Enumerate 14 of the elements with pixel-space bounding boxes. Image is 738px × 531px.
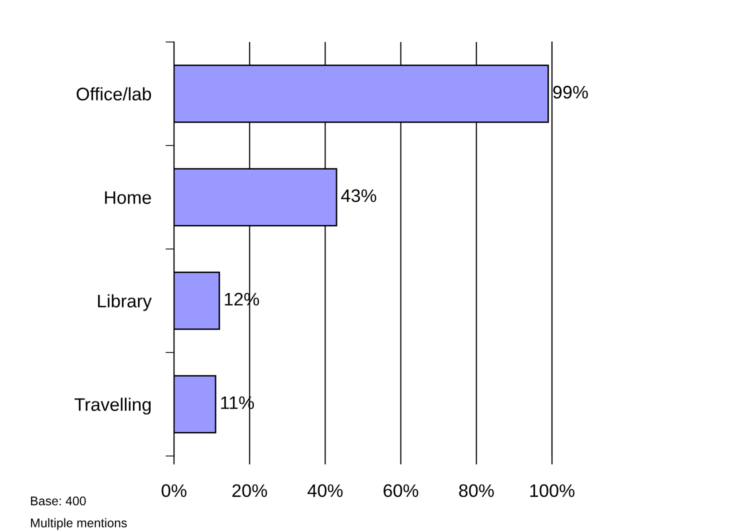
x-tick-label: 40% xyxy=(308,484,343,498)
text: Base: 400 xyxy=(31,496,86,506)
text: Multiple mentions xyxy=(31,518,127,530)
x-tick-label: 60% xyxy=(384,484,418,498)
x-tick-label: 80% xyxy=(459,484,494,498)
x-tick-label: 100% xyxy=(530,484,574,498)
x-tick-label: 0% xyxy=(162,484,186,498)
x-tick-label: 20% xyxy=(232,484,268,498)
data-label: 99% xyxy=(553,86,588,99)
data-label: 43% xyxy=(341,189,376,202)
y-tick-label: Library xyxy=(98,294,152,312)
y-tick-label: Office/lab xyxy=(76,87,152,100)
y-tick-label: Home xyxy=(105,191,151,204)
y-tick-label: Travelling xyxy=(74,398,151,415)
